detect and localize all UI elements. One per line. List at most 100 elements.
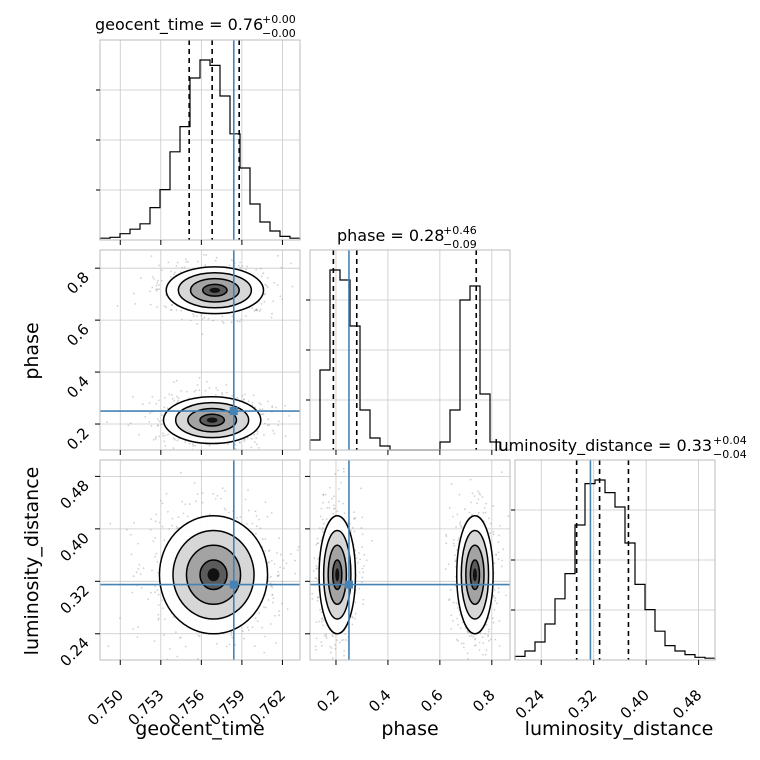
sample-point [196,315,198,318]
sample-point [228,643,231,646]
sample-point [244,393,246,396]
sample-point [478,649,481,651]
sample-point [174,631,177,633]
sample-point [449,588,452,591]
sample-point [157,424,159,427]
sample-point [193,482,196,484]
sample-point [269,582,272,585]
sample-point [268,549,271,552]
sample-point [205,452,207,454]
sample-point [497,587,500,590]
sample-point [270,512,273,514]
sample-point [280,266,283,269]
sample-point [321,530,324,533]
sample-point [261,408,264,410]
sample-point [151,286,154,289]
sample-point [175,265,178,267]
sample-point [316,695,318,697]
sample-point [455,638,458,641]
sample-point [322,619,325,622]
sample-point [162,434,165,437]
sample-point [181,266,183,269]
sample-point [470,501,472,504]
sample-point [270,560,273,562]
contour-line [177,271,253,309]
sample-point [361,581,363,584]
sample-point [278,574,280,577]
sample-point [323,522,325,525]
sample-point [154,436,157,438]
sample-point [176,395,178,398]
density-peak [472,568,477,582]
sample-point [230,321,233,324]
histogram-step [514,479,716,660]
sample-point [448,599,450,601]
sample-point [342,502,344,505]
sample-point [229,451,231,453]
sample-point [251,522,254,525]
sample-point [151,569,153,572]
y-axis-label-phase: phase [21,322,43,379]
sample-point [251,401,254,404]
sample-point [489,638,492,641]
sample-point [259,267,262,270]
sample-point [330,647,333,649]
sample-point [460,526,463,528]
panel-frame [99,249,301,451]
sample-point [156,306,159,308]
sample-point [492,621,495,624]
sample-point [239,441,242,444]
sample-point [473,495,476,497]
sample-point [306,604,308,606]
sample-point [203,254,205,256]
sample-point [448,506,451,509]
sample-point [274,614,276,617]
title-luminosity-distance-plus: +0.04 [713,434,747,447]
sample-point [159,499,162,502]
title-luminosity-distance: luminosity_distance = 0.33 +0.04 −0.04 [494,434,747,461]
sample-point [456,607,459,609]
sample-point [493,608,496,611]
sample-point [322,501,324,504]
title-luminosity-distance-minus: −0.04 [713,448,747,461]
sample-point [132,575,135,578]
sample-point [357,561,359,564]
sample-point [307,544,309,546]
sample-point [500,471,503,474]
sample-point [263,300,266,303]
sample-point [253,310,256,312]
sample-point [264,635,266,638]
sample-point [361,533,364,536]
contour-line [187,407,238,433]
sample-point [314,645,317,648]
sample-point [183,266,186,269]
sample-point [173,438,176,441]
sample-point [236,516,239,519]
sample-point [459,523,461,526]
sample-point [266,277,269,279]
sample-point [234,643,237,646]
sample-point [353,511,355,513]
sample-point [266,515,269,518]
sample-point [361,567,364,570]
sample-point [318,527,321,529]
y-tick-label: 0.40 [56,529,92,565]
sample-point [167,261,170,264]
sample-point [184,503,187,506]
sample-point [254,510,257,513]
y-tick-label: 0.4 [63,372,93,402]
sample-point [263,293,266,296]
contour-line [189,277,240,303]
sample-point [312,570,315,572]
sample-point [171,524,174,527]
sample-point [172,616,175,618]
truth-marker [229,407,238,416]
density-peak [207,568,220,582]
sample-point [271,594,274,596]
sample-point [154,585,156,588]
sample-point [261,413,263,416]
sample-point [353,530,356,533]
sample-point [152,438,155,441]
sample-point [151,396,154,398]
